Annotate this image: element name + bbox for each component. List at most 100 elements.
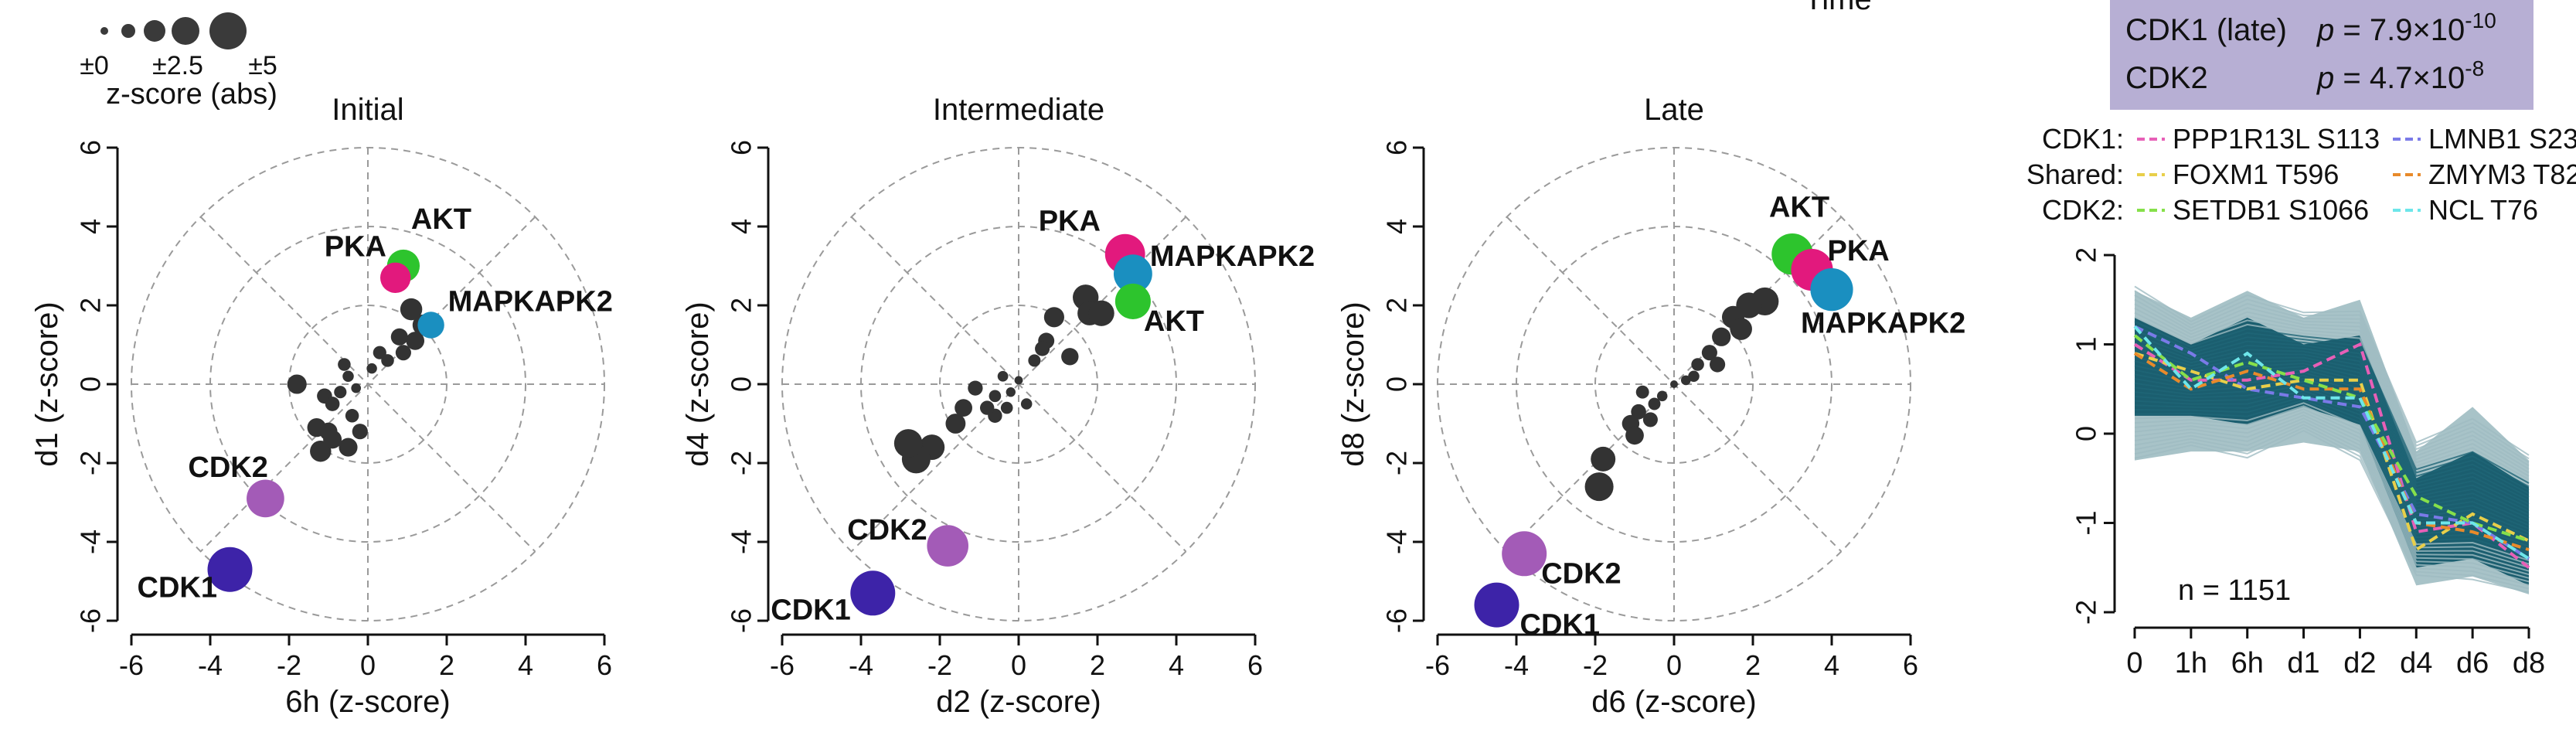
data-point [345,409,359,423]
y-tick-label: -4 [75,530,107,554]
y-tick-label: 4 [726,219,757,234]
x-tick-label: d1 [2287,647,2319,679]
profile-line [2134,424,2530,586]
pvalue-symbol: p [2316,61,2334,95]
profile-line [2134,329,2530,491]
pvalue-exponent: -8 [2465,56,2484,80]
data-point [968,380,983,396]
profile-line [2134,408,2530,569]
legend-label: ZMYM3 T826 [2428,158,2576,190]
point-label-mapkapk2: MAPKAPK2 [448,286,613,318]
x-tick-label: 4 [518,649,533,681]
size-legend: ±0 ±2.5 ±5z-score (abs) [80,12,277,111]
data-point [406,332,425,350]
labeled-point-cdk1 [850,570,896,616]
x-tick-label: -4 [198,649,223,681]
panel-title: Intermediate [933,93,1104,127]
profile-line [2134,347,2530,506]
y-axis-label: d1 (z-score) [30,301,64,466]
x-tick-label: 2 [439,649,454,681]
data-point [1631,404,1646,420]
data-point [1584,472,1614,502]
y-tick-label: 0 [75,376,107,392]
labeled-point-cdk2 [247,479,284,518]
profile-line [2134,414,2530,576]
x-tick-label: 2 [1090,649,1105,681]
x-tick-label: -6 [119,649,144,681]
data-point [1591,446,1616,472]
panel-title: Initial [332,93,403,127]
data-point [1061,348,1079,366]
data-point [352,424,368,440]
y-tick-label: 0 [1381,376,1413,392]
data-point [395,345,411,361]
data-point [1043,307,1064,328]
data-point [1710,356,1726,373]
profile-line [2134,426,2530,590]
profile-line [2134,325,2530,488]
x-tick-label: d8 [2513,647,2545,679]
point-label-cdk2: CDK2 [847,514,927,547]
profile-line [2134,307,2530,474]
pvalue-value: = 4.7×10 [2334,61,2465,95]
size-legend-label: ±2.5 [152,51,203,80]
legend-label: NCL T76 [2428,194,2538,226]
y-tick-label: -2 [726,451,757,475]
data-point [400,298,423,321]
point-label-cdk1: CDK1 [1520,609,1600,642]
data-point [351,383,362,393]
y-tick-label: -2 [2071,600,2102,625]
y-tick-label: 2 [2071,247,2102,263]
size-legend-title: z-score (abs) [106,78,277,111]
legend-label: PPP1R13L S113 [2173,123,2380,155]
profile-line [2134,334,2530,495]
y-tick-label: 2 [1381,298,1413,313]
legend-group-label: CDK2: [2042,194,2124,226]
y-tick-label: 1 [2071,336,2102,352]
point-label-akt: AKT [411,203,471,236]
data-point [342,370,354,383]
data-point [366,363,377,374]
x-tick-label: 6h [2231,647,2264,679]
x-tick-label: -4 [1504,649,1529,681]
grid-line [199,216,536,553]
data-point [1712,327,1731,346]
panel-title: Late [1644,93,1704,127]
labeled-point-akt [1114,283,1151,319]
profile-line [2134,360,2530,516]
legend-label: FOXM1 T596 [2173,158,2339,190]
data-point [989,390,1002,403]
profile-line [2134,417,2530,579]
point-label-cdk2: CDK2 [188,451,267,484]
y-tick-label: -1 [2071,510,2102,535]
data-point [1635,385,1649,399]
x-tick-label: 6 [1247,649,1263,681]
size-legend-dot [100,27,108,35]
x-tick-label: 4 [1824,649,1839,681]
labeled-point-cdk2 [1502,531,1547,577]
point-label-mapkapk2: MAPKAPK2 [1150,240,1315,273]
pvalue-exponent: -10 [2465,9,2496,32]
profile-line [2134,405,2530,565]
x-tick-label: 0 [360,649,376,681]
y-tick-label: 6 [726,140,757,155]
x-tick-label: 1h [2175,647,2207,679]
data-point [1642,412,1658,427]
data-point [325,397,340,411]
data-point [997,370,1009,382]
x-tick-label: 6 [597,649,612,681]
y-tick-label: -6 [75,608,107,633]
point-label-akt: AKT [1144,305,1204,338]
profile-line [2134,290,2530,460]
data-point [980,400,995,415]
series-line-ncl-t76 [2133,325,2530,560]
data-point [945,414,966,434]
profile-line [2134,356,2530,513]
x-tick-label: -2 [277,649,301,681]
profile-line [2134,321,2530,484]
profile-line [2134,312,2530,477]
x-tick-label: 0 [2126,647,2142,679]
x-tick-label: 2 [1745,649,1761,681]
data-point [1028,354,1041,367]
